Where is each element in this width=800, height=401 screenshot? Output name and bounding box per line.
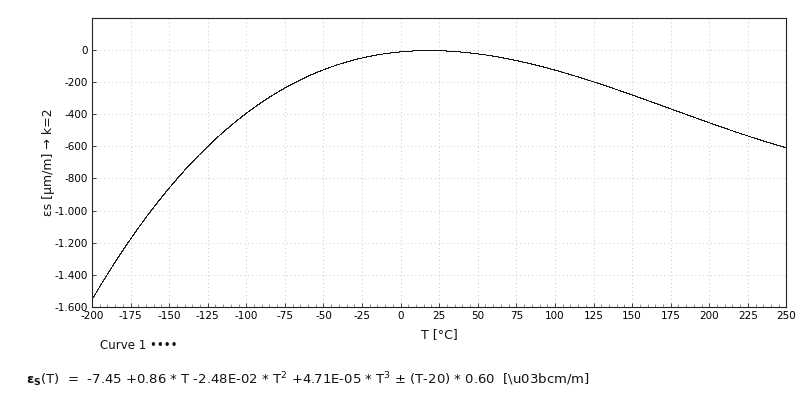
Y-axis label: εs [μm/m] → k=2: εs [μm/m] → k=2 <box>42 109 55 216</box>
Text: Curve 1 ••••: Curve 1 •••• <box>100 339 178 352</box>
X-axis label: T [°C]: T [°C] <box>421 328 458 341</box>
Text: $\mathbf{\varepsilon_S}$(T)  =  -7.45 +0.86 * T -2.48E-02 * T$^2$ +4.71E-05 * T$: $\mathbf{\varepsilon_S}$(T) = -7.45 +0.8… <box>26 371 590 389</box>
